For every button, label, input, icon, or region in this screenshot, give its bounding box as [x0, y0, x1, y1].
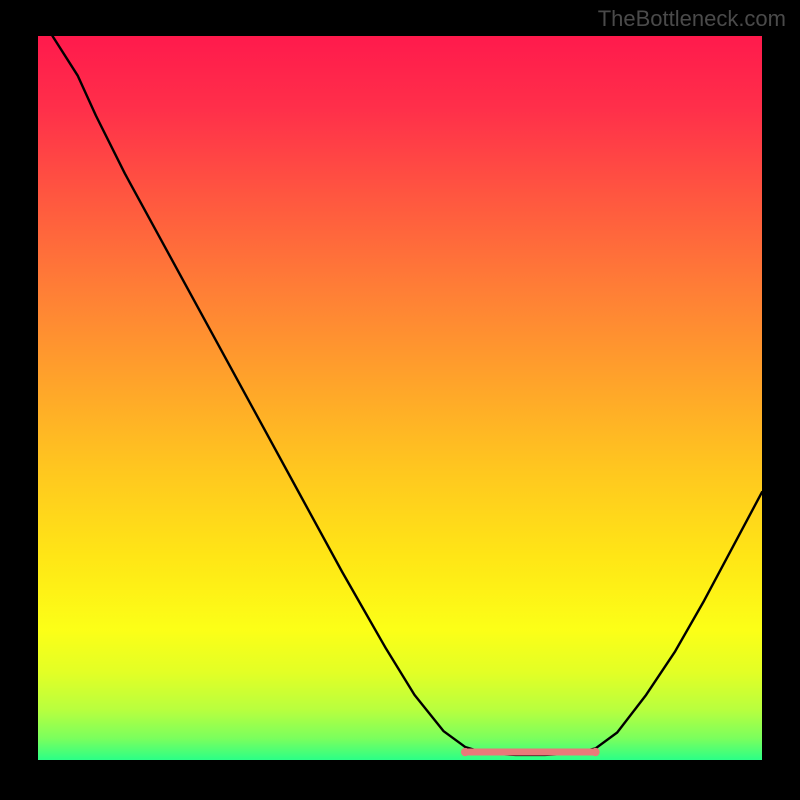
- min-region-cap-left: [461, 748, 469, 756]
- bottleneck-curve: [52, 36, 762, 755]
- curve-layer: [38, 36, 762, 760]
- min-region-cap-right: [591, 748, 599, 756]
- plot-area: [38, 36, 762, 760]
- watermark-text: TheBottleneck.com: [598, 6, 786, 32]
- chart-container: { "watermark": "TheBottleneck.com", "cha…: [0, 0, 800, 800]
